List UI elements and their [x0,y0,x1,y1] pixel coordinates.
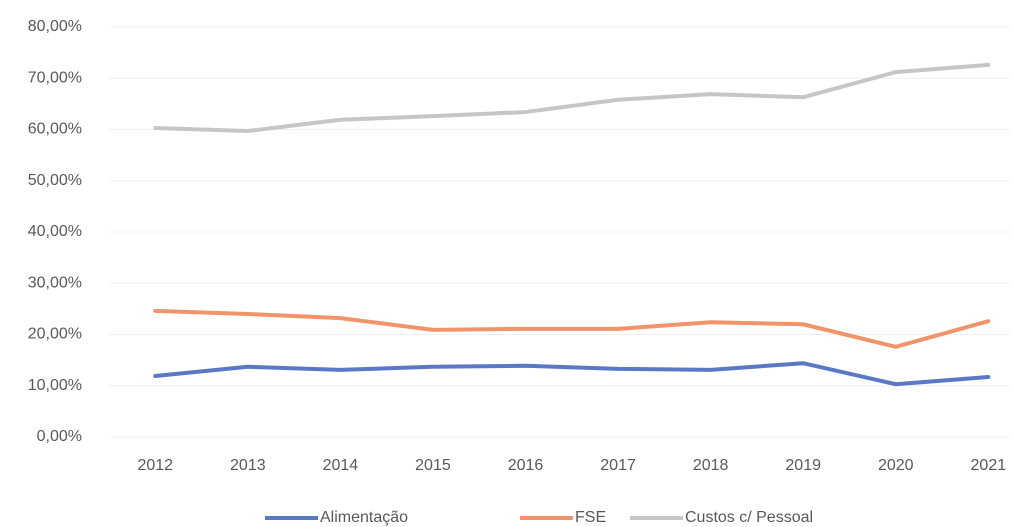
x-tick-label: 2014 [323,457,359,474]
x-tick-label: 2020 [878,457,914,474]
x-tick-label: 2017 [600,457,636,474]
y-tick-label: 50,00% [28,172,82,189]
y-tick-label: 60,00% [28,121,82,138]
series-line [153,308,991,349]
y-tick-label: 20,00% [28,326,82,343]
x-tick-label: 2012 [137,457,173,474]
x-tick-label: 2019 [785,457,821,474]
x-tick-label: 2015 [415,457,451,474]
x-tick-label: 2013 [230,457,266,474]
y-tick-label: 0,00% [37,428,82,445]
legend-label: Alimentação [320,509,408,526]
legend-label: FSE [575,509,606,526]
x-tick-label: 2018 [693,457,729,474]
series-line [153,62,991,134]
series-line [153,361,991,387]
x-tick-label: 2016 [508,457,544,474]
y-tick-label: 30,00% [28,274,82,291]
y-tick-label: 10,00% [28,377,82,394]
y-tick-label: 80,00% [28,18,82,35]
x-tick-label: 2021 [971,457,1007,474]
y-tick-label: 40,00% [28,223,82,240]
y-tick-label: 70,00% [28,69,82,86]
legend-label: Custos c/ Pessoal [685,509,813,526]
